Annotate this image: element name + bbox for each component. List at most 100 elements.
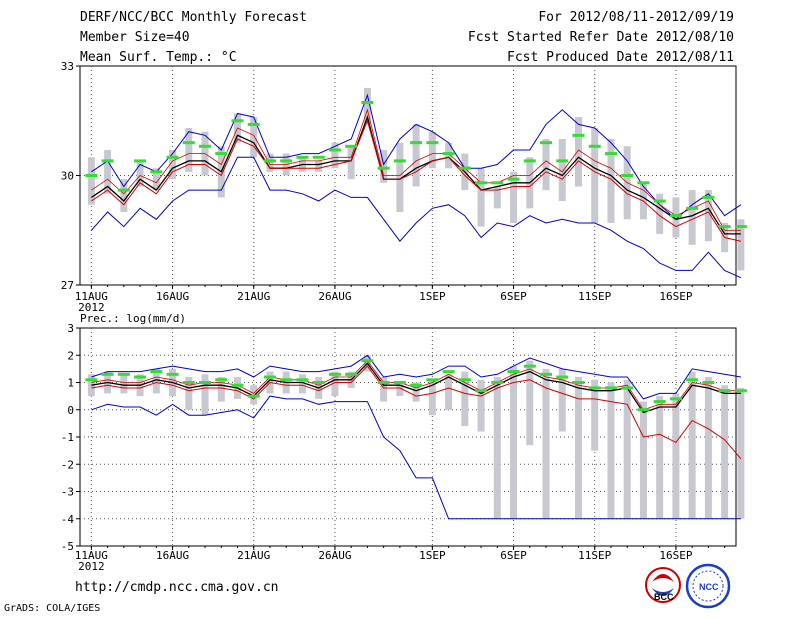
temp-ytick-label: 30 (61, 170, 74, 183)
temp-ensemble-marker (117, 188, 130, 192)
prec-ensemble-marker (442, 370, 455, 374)
variable-label: Mean Surf. Temp.: °C (80, 50, 237, 65)
temp-ensemble-marker (669, 214, 682, 218)
temp-spread-bar (331, 142, 339, 169)
temp-ensemble-marker (296, 155, 309, 159)
prec-ytick-label: -4 (61, 513, 75, 526)
temp-spread-bar (396, 142, 404, 212)
temp-spread-bar (347, 146, 355, 180)
prec-spread-bar (477, 379, 485, 432)
temp-spread-bar (412, 124, 420, 187)
prec-spread-bar (526, 360, 534, 446)
temp-ensemble-marker (426, 141, 439, 145)
temp-xtick-label: 16SEP (659, 290, 692, 303)
temp-spread-bar (477, 168, 485, 227)
prec-spread-bar (217, 377, 225, 402)
prec-ensemble-marker (621, 386, 634, 390)
temp-ensemble-marker (702, 195, 715, 199)
temp-ensemble-marker (280, 159, 293, 163)
temp-ensemble-marker (604, 152, 617, 156)
prec-spread-bar (623, 379, 631, 519)
prec-spread-bar (542, 368, 550, 519)
temp-ensemble-marker (718, 225, 731, 229)
temp-xtick-label: 16AUG (156, 290, 189, 303)
temp-ensemble-marker (523, 159, 536, 163)
prec-ensemble-marker (653, 400, 666, 404)
temp-series-mean (91, 114, 741, 235)
temp-ensemble-marker (540, 141, 553, 145)
prec-xtick-label: 26AUG (318, 549, 351, 562)
temp-xtick-label: 11AUG (75, 290, 108, 303)
prec-spread-bar (185, 377, 193, 410)
temp-ensemble-marker (361, 101, 374, 104)
temp-ensemble-marker (182, 141, 195, 145)
prec-ytick-label: 2 (67, 349, 74, 362)
temp-ensemble-marker (410, 141, 423, 145)
temp-ensemble-marker (507, 177, 520, 181)
prec-spread-bar (120, 374, 128, 394)
temp-series-min (91, 156, 742, 279)
temp-spread-bar (607, 139, 615, 223)
prec-ensemble-marker (523, 364, 536, 368)
temp-spread-bar (428, 131, 436, 169)
prec-ensemble-marker (604, 386, 617, 390)
temp-spread-bar (136, 160, 144, 187)
prec-xtick-label: 21AUG (237, 549, 270, 562)
prec-ensemble-marker (475, 389, 488, 393)
prec-spread-bar (688, 371, 696, 519)
prec-ensemble-marker (669, 397, 682, 401)
prec-ensemble-marker (491, 381, 504, 384)
prec-ensemble-marker (182, 381, 195, 384)
prec-spread-bar (396, 382, 404, 397)
grads-credit: GrADS: COLA/IGES (4, 603, 101, 614)
prec-ensemble-marker (393, 381, 406, 384)
prec-xtick-label: 11AUG (75, 549, 108, 562)
prec-spread-bar (152, 368, 160, 394)
prec-ensemble-marker (718, 389, 731, 393)
prec-ensemble-marker (134, 375, 147, 379)
prec-ensemble-marker (263, 375, 276, 379)
prec-ensemble-marker (85, 378, 98, 382)
prec-ensemble-marker (686, 378, 699, 382)
prec-xtick-label: 16SEP (659, 549, 692, 562)
temp-xtick-label: 11SEP (578, 290, 611, 303)
prec-series-mean (91, 362, 741, 414)
temp-series-median (91, 119, 742, 242)
prec-ensemble-marker (328, 372, 341, 376)
temp-ensemble-marker (637, 181, 650, 185)
temp-spread-bar (363, 87, 371, 125)
prec-ensemble-marker (117, 372, 130, 376)
prec-ensemble-marker (296, 378, 309, 382)
temp-spread-bar (315, 160, 323, 172)
header-left: DERF/NCC/BCC Monthly Forecast Member Siz… (80, 8, 307, 68)
temp-spread-bar (704, 190, 712, 242)
prec-series-max (91, 354, 741, 400)
prec-spread-bar (87, 374, 95, 397)
prec-spread-bar (510, 366, 518, 519)
temp-ensemble-marker (588, 144, 601, 148)
prec-spread-bar (412, 382, 420, 402)
prec-ensemble-marker (540, 372, 553, 376)
source-url[interactable]: http://cmdp.ncc.cma.gov.cn (75, 580, 279, 595)
temp-ensemble-marker (491, 181, 504, 185)
temp-spread-bar (672, 197, 680, 238)
prec-spread-bar (380, 377, 388, 402)
prec-spread-bar (656, 396, 664, 519)
temp-spread-bar (152, 168, 160, 191)
prec-xtick-year: 2012 (78, 560, 105, 573)
temp-spread-bar (380, 149, 388, 183)
temp-series-max (91, 93, 742, 220)
prec-spread-bar (493, 377, 501, 519)
temp-ensemble-marker (621, 174, 634, 177)
prec-xtick-label: 6SEP (500, 549, 527, 562)
temp-ensemble-marker (85, 174, 98, 177)
prec-ensemble-marker (507, 370, 520, 374)
prec-xtick-label: 11SEP (578, 549, 611, 562)
temp-spread-bar (542, 139, 550, 191)
temp-ensemble-marker (345, 144, 358, 148)
temp-xtick-label: 21AUG (237, 290, 270, 303)
prec-ytick-label: -1 (61, 431, 74, 444)
prec-xtick-label: 16AUG (156, 549, 189, 562)
prec-spread-bar (721, 385, 729, 519)
prec-spread-bar (639, 401, 647, 519)
